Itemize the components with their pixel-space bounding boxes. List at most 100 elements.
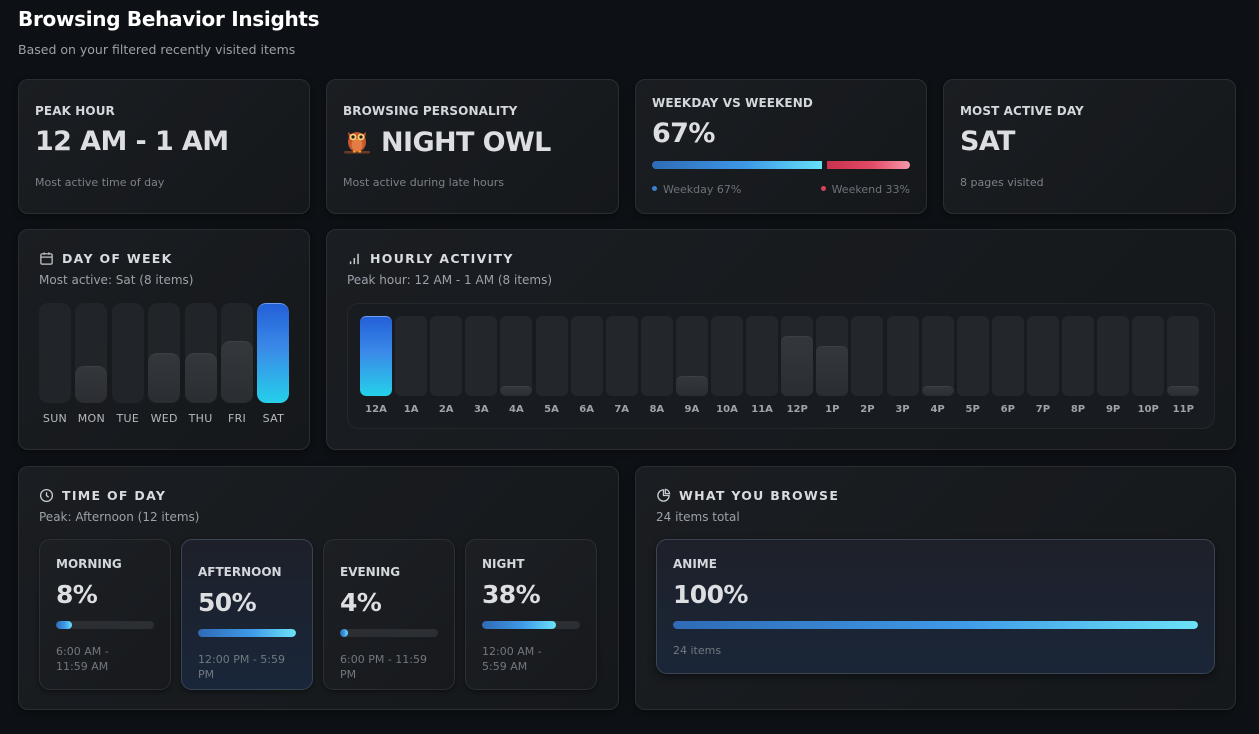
peak-hour-card: PEAK HOUR 12 AM - 1 AM Most active time … bbox=[18, 79, 310, 214]
hour-bar-3a[interactable] bbox=[465, 316, 498, 396]
hour-label: 2A bbox=[438, 404, 454, 415]
category-percent: 100% bbox=[673, 580, 748, 609]
time-of-day-subtitle: Peak: Afternoon (12 items) bbox=[39, 510, 200, 524]
time-period-progress-track bbox=[482, 621, 580, 629]
time-period-name: AFTERNOON bbox=[198, 565, 282, 579]
day-label: SAT bbox=[262, 412, 285, 425]
hour-bar-3p[interactable] bbox=[886, 316, 919, 396]
day-label: SUN bbox=[42, 412, 68, 425]
time-of-day-header: TIME OF DAY bbox=[39, 488, 166, 503]
time-period-percent: 4% bbox=[340, 588, 382, 617]
time-period-progress-track bbox=[56, 621, 154, 629]
day-bar-mon[interactable] bbox=[75, 303, 108, 403]
time-period-morning: MORNING 8% 6:00 AM - 11:59 AM bbox=[39, 539, 171, 690]
day-bar-fri[interactable] bbox=[221, 303, 253, 403]
day-bar-fill bbox=[257, 303, 290, 403]
day-bar-fill bbox=[75, 365, 108, 403]
day-bar-sun[interactable] bbox=[39, 303, 71, 403]
hour-bar-2p[interactable] bbox=[851, 316, 884, 396]
hour-bar-12p[interactable] bbox=[781, 316, 814, 396]
hourly-activity-header: HOURLY ACTIVITY bbox=[347, 251, 514, 266]
day-bar-thu[interactable] bbox=[184, 303, 217, 403]
hour-bar-11a[interactable] bbox=[746, 316, 779, 396]
time-period-range: 6:00 PM - 11:59 PM bbox=[340, 653, 427, 681]
hourly-activity-title: HOURLY ACTIVITY bbox=[370, 251, 514, 266]
what-you-browse-card: WHAT YOU BROWSE 24 items total ANIME 100… bbox=[635, 466, 1236, 710]
hour-bar-4p[interactable] bbox=[921, 316, 954, 396]
weekday-weekend-card: WEEKDAY VS WEEKEND 67% Weekday 67% Weeke… bbox=[635, 79, 927, 214]
page-title: Browsing Behavior Insights bbox=[18, 7, 320, 31]
weekday-weekend-legend: Weekday 67% Weekend 33% bbox=[652, 183, 910, 196]
hour-label: 1P bbox=[825, 404, 840, 415]
hour-bar-5p[interactable] bbox=[956, 316, 989, 396]
hour-bar-9a[interactable] bbox=[675, 316, 708, 396]
weekend-legend-text: Weekend 33% bbox=[831, 183, 910, 196]
day-of-week-title: DAY OF WEEK bbox=[62, 251, 173, 266]
hour-label: 3A bbox=[473, 404, 489, 415]
hour-bar-fill bbox=[1167, 386, 1200, 396]
hour-bar-6p[interactable] bbox=[991, 316, 1024, 396]
hour-bar-10p[interactable] bbox=[1132, 316, 1165, 396]
hour-label: 8A bbox=[649, 404, 665, 415]
hour-bar-fill bbox=[781, 336, 814, 396]
hour-bar-4a[interactable] bbox=[500, 316, 533, 396]
weekday-dot-icon bbox=[652, 186, 657, 191]
time-of-day-card: TIME OF DAY Peak: Afternoon (12 items) M… bbox=[18, 466, 619, 710]
hour-bar-11p[interactable] bbox=[1167, 316, 1200, 396]
hour-label: 9P bbox=[1105, 404, 1121, 415]
day-label: MON bbox=[77, 412, 106, 425]
hour-bar-9p[interactable] bbox=[1097, 316, 1130, 396]
category-card-anime: ANIME 100% 24 items bbox=[656, 539, 1215, 674]
weekday-legend-item: Weekday 67% bbox=[652, 183, 741, 196]
time-period-afternoon: AFTERNOON 50% 12:00 PM - 5:59 PM bbox=[181, 539, 313, 690]
what-you-browse-title: WHAT YOU BROWSE bbox=[679, 488, 840, 503]
day-bar-wed[interactable] bbox=[148, 303, 181, 403]
hour-bar-7p[interactable] bbox=[1026, 316, 1059, 396]
hour-bar-fill bbox=[816, 346, 849, 396]
hour-label: 12A bbox=[365, 404, 387, 415]
peak-hour-description: Most active time of day bbox=[35, 176, 165, 189]
time-period-percent: 50% bbox=[198, 588, 257, 617]
day-bar-fill bbox=[221, 340, 253, 403]
time-period-progress-track bbox=[198, 629, 296, 637]
hour-label: 12P bbox=[786, 404, 808, 415]
hour-bar-6a[interactable] bbox=[570, 316, 603, 396]
hour-bar-12a[interactable] bbox=[360, 316, 392, 396]
time-period-progress-fill bbox=[340, 629, 348, 637]
hour-bar-2a[interactable] bbox=[430, 316, 463, 396]
hour-bar-7a[interactable] bbox=[605, 316, 638, 396]
hour-bar-8a[interactable] bbox=[640, 316, 673, 396]
most-active-day-card: MOST ACTIVE DAY SAT 8 pages visited bbox=[943, 79, 1236, 214]
day-bar-fill bbox=[148, 353, 181, 403]
personality-description: Most active during late hours bbox=[343, 176, 504, 189]
calendar-icon bbox=[40, 252, 53, 265]
what-you-browse-subtitle: 24 items total bbox=[656, 510, 740, 524]
time-of-day-title: TIME OF DAY bbox=[62, 488, 167, 503]
day-bar-sat[interactable] bbox=[257, 303, 290, 403]
weekday-legend-text: Weekday 67% bbox=[663, 183, 742, 196]
page-subtitle: Based on your filtered recently visited … bbox=[18, 42, 296, 57]
day-label: WED bbox=[150, 412, 178, 425]
hour-bar-10a[interactable] bbox=[711, 316, 743, 396]
day-bar-fill bbox=[184, 353, 217, 403]
hour-bar-fill bbox=[675, 376, 708, 396]
time-period-percent: 8% bbox=[56, 580, 98, 609]
hour-label: 10P bbox=[1137, 404, 1159, 415]
hour-label: 7P bbox=[1035, 404, 1051, 415]
time-period-name: EVENING bbox=[340, 565, 401, 579]
hour-label: 7A bbox=[614, 404, 630, 415]
hour-label: 10A bbox=[716, 404, 738, 415]
hour-bar-5a[interactable] bbox=[535, 316, 568, 396]
most-active-day-description: 8 pages visited bbox=[960, 176, 1044, 189]
hour-bar-1a[interactable] bbox=[395, 316, 428, 396]
time-period-name: NIGHT bbox=[482, 557, 525, 571]
hour-label: 4A bbox=[509, 404, 524, 415]
weekday-weekend-label: WEEKDAY VS WEEKEND bbox=[652, 96, 813, 110]
hour-bar-fill bbox=[500, 386, 533, 396]
time-period-progress-fill bbox=[198, 629, 296, 637]
weekday-segment bbox=[652, 161, 823, 169]
hour-bar-1p[interactable] bbox=[816, 316, 849, 396]
day-bar-tue[interactable] bbox=[111, 303, 144, 403]
day-label: THU bbox=[188, 412, 213, 425]
hour-bar-8p[interactable] bbox=[1062, 316, 1094, 396]
